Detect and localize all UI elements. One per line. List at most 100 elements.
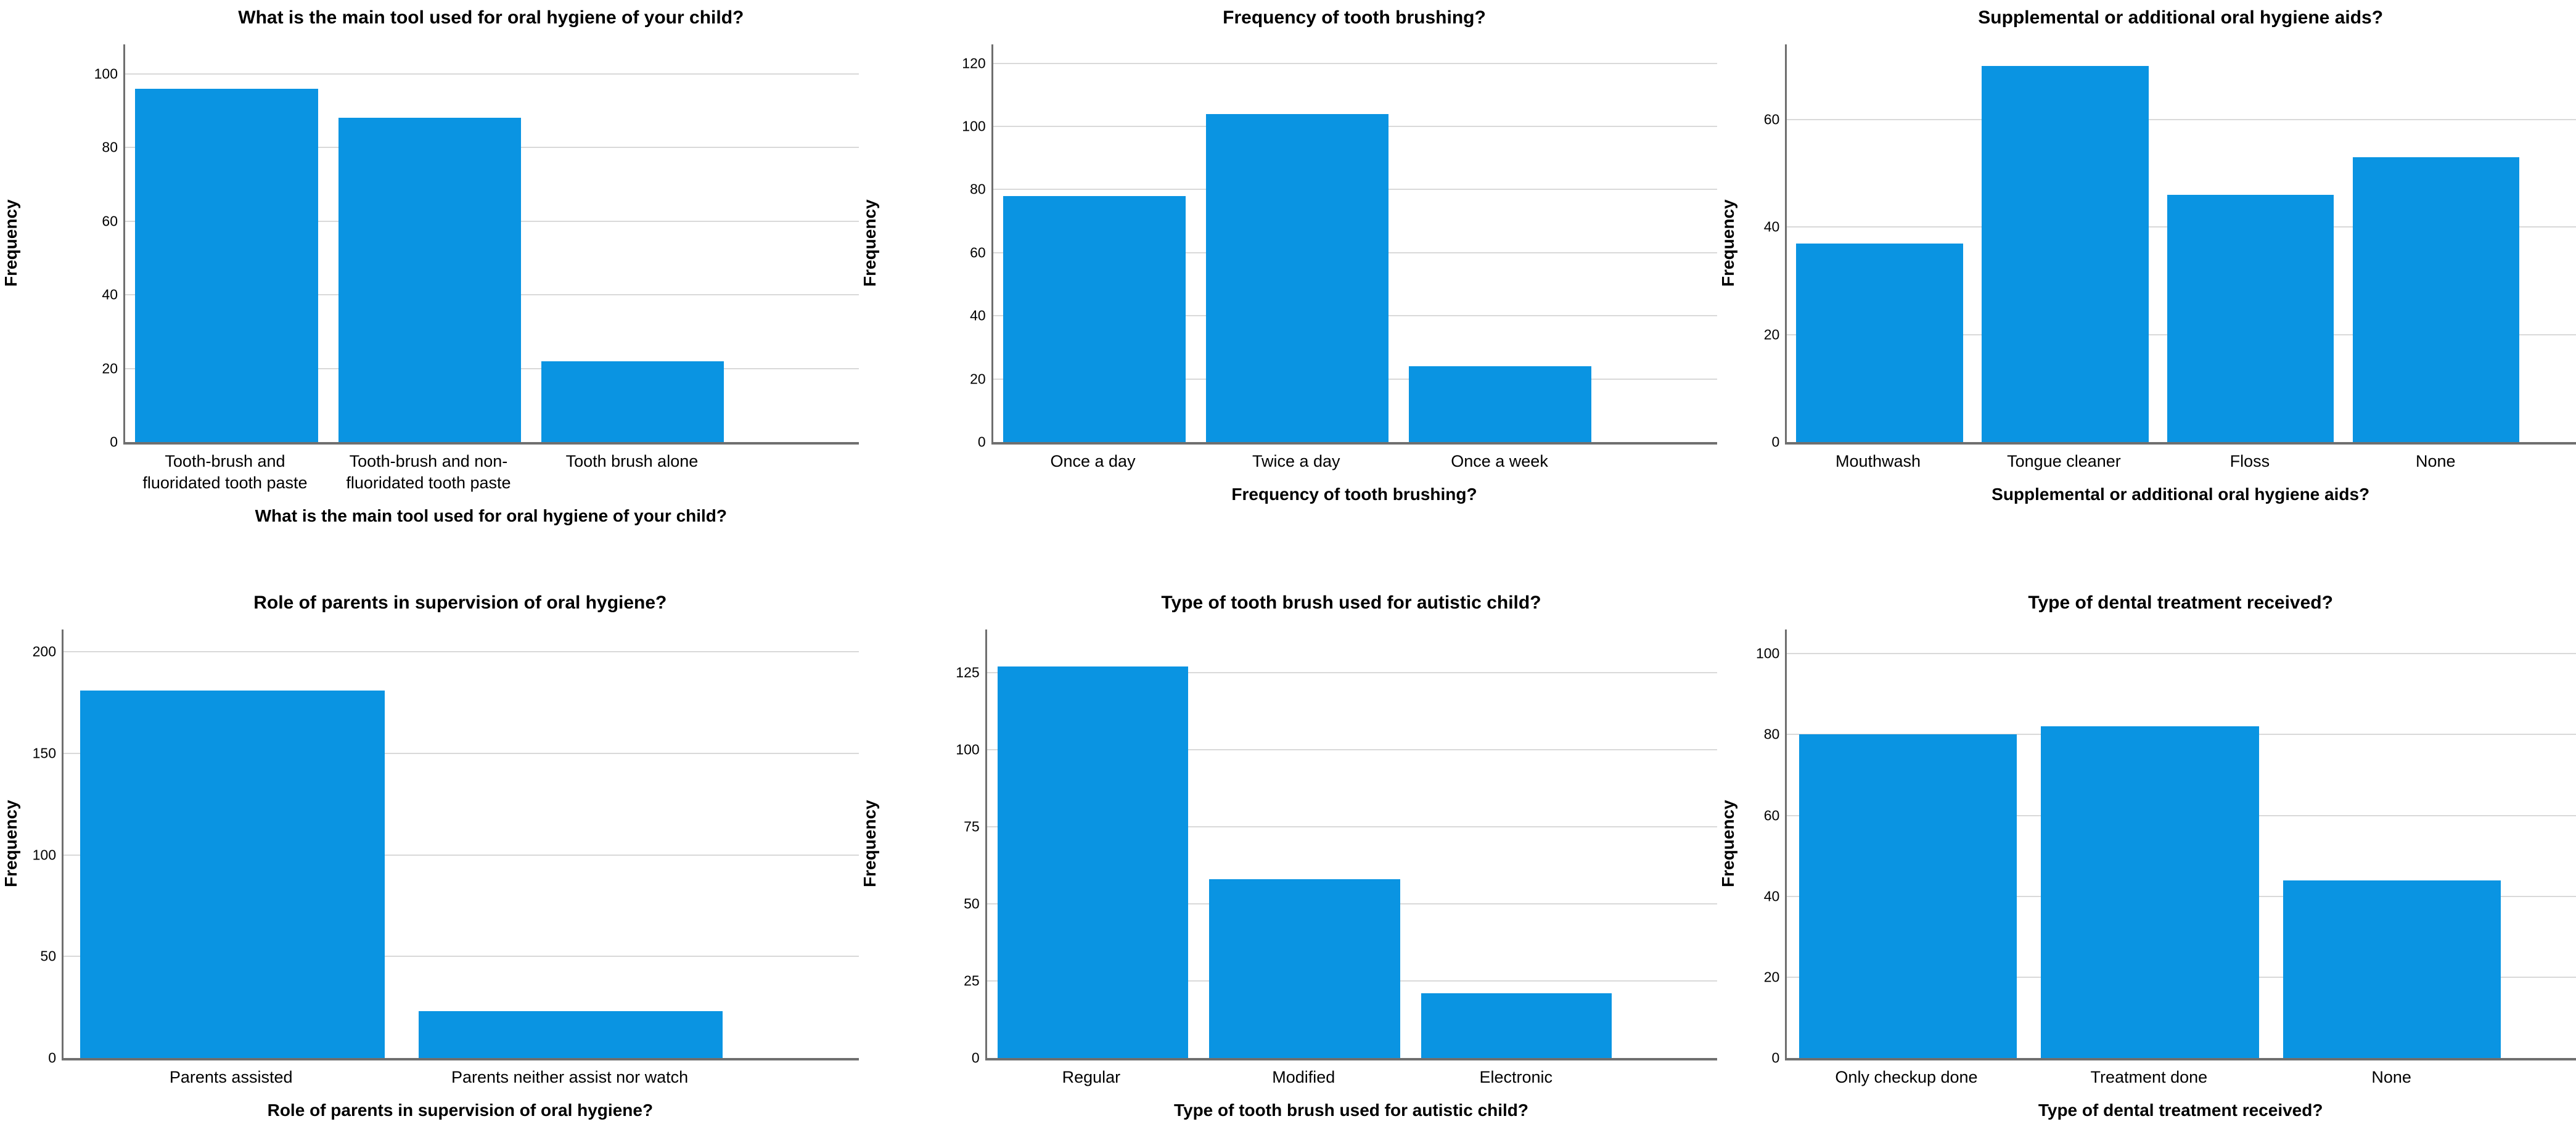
y-tick-label: 20: [1763, 969, 1780, 985]
x-tick-label: None: [2371, 1068, 2411, 1086]
bar-slot: [531, 44, 734, 442]
y-tick-label: 200: [32, 643, 56, 660]
bar-3: [541, 361, 724, 442]
y-axis-gutter: Frequency: [859, 629, 985, 1120]
chart-title: What is the main tool used for oral hygi…: [238, 7, 744, 28]
y-tick-label: 80: [970, 181, 986, 197]
y-tick-label: 0: [48, 1049, 56, 1066]
y-tick-label: 25: [964, 972, 980, 989]
x-tick-label: Only checkup done: [1835, 1068, 1978, 1086]
bar-1: [80, 690, 385, 1058]
x-tick-label: Tooth-brush and fluoridated tooth paste: [142, 452, 308, 493]
y-tick-label: 0: [977, 433, 986, 450]
x-tick-label: Parents neither assist nor watch: [451, 1068, 689, 1086]
y-tick-label: 75: [964, 818, 980, 835]
plot-column: 0 50 100 150 200 Parents assisted Parents neit…: [33, 629, 859, 1120]
bars-group: [64, 629, 739, 1058]
bar-slot: [1411, 629, 1623, 1058]
y-tick-label: 20: [102, 360, 118, 377]
x-axis-title: What is the main tool used for oral hygi…: [255, 506, 728, 526]
chart-area: Frequency 0 20 40 60 80 100 120 Once a day Twice …: [859, 44, 1718, 504]
y-tick-label: 80: [102, 139, 118, 155]
bars-group: [987, 629, 1623, 1058]
plot-area: 0 20 40 60 80 100: [1756, 629, 2576, 1066]
grid-line: [1787, 119, 2576, 121]
y-axis-label: Frequency: [1, 199, 20, 287]
chart-title: Supplemental or additional oral hygiene …: [1978, 7, 2384, 28]
plot-area: 0 20 40 60 80 100 120: [962, 44, 1718, 450]
bar-slot: [401, 629, 739, 1058]
y-axis-label: Frequency: [1, 800, 20, 888]
x-axis-title: Frequency of tooth brushing?: [1231, 485, 1477, 504]
bars-group: [125, 44, 734, 442]
bar-slot: [993, 44, 1196, 442]
bar-4: [2352, 157, 2520, 442]
chart-title: Frequency of tooth brushing?: [1223, 7, 1486, 28]
bar-2: [1982, 65, 2149, 442]
plot-area: 0 50 100 150 200: [33, 629, 859, 1066]
x-tick-label: Tongue cleaner: [2007, 452, 2121, 470]
x-tick-label: Regular: [1062, 1068, 1121, 1086]
grid-line: [125, 73, 859, 75]
bar-slot: [125, 44, 328, 442]
bar-2: [1206, 113, 1389, 442]
bar-slot: [1787, 629, 2028, 1058]
chart-title: Type of dental treatment received?: [2028, 593, 2333, 613]
y-tick-label: 60: [970, 244, 986, 261]
bar-3: [1408, 366, 1591, 442]
y-axis-gutter: Frequency: [859, 44, 991, 504]
bar-slot: [328, 44, 531, 442]
chart-area: Frequency 0 20 40 60 80 100 Only checkup done Tr…: [1717, 629, 2576, 1120]
y-tick-label: 50: [964, 895, 980, 912]
bar-slot: [1787, 44, 1972, 442]
x-tick-label: Modified: [1272, 1068, 1335, 1086]
plot-area: 0 20 40 60 80 100: [94, 44, 859, 450]
grid-line: [64, 651, 859, 653]
x-axis-title: Type of dental treatment received?: [2038, 1101, 2323, 1120]
chart-area: Frequency 0 20 40 60 80 100 Tooth-brush and flu…: [0, 44, 859, 526]
bar-3: [2283, 880, 2501, 1058]
bar-3: [1421, 993, 1612, 1058]
bar-1: [1799, 734, 2017, 1058]
y-tick-label: 0: [110, 433, 118, 450]
bar-2: [1209, 879, 1400, 1058]
bar-1: [135, 88, 318, 442]
x-tick-label: None: [2416, 452, 2456, 470]
y-axis-label: Frequency: [859, 199, 879, 287]
bars-group: [1787, 629, 2512, 1058]
bars-group: [1787, 44, 2529, 442]
chart-panel: Supplemental or additional oral hygiene …: [1717, 0, 2576, 570]
bars-group: [993, 44, 1602, 442]
bar-slot: [1199, 629, 1411, 1058]
x-tick-labels: Once a day Twice a day Once a week: [991, 451, 1601, 472]
grid-line: [1787, 653, 2576, 655]
x-tick-label: Parents assisted: [169, 1068, 293, 1086]
bar-3: [2167, 195, 2334, 442]
x-tick-labels: Parents assisted Parents neither assist n…: [62, 1067, 739, 1088]
bar-2: [338, 118, 521, 442]
x-tick-label: Treatment done: [2090, 1068, 2208, 1086]
bar-slot: [2158, 44, 2344, 442]
bar-2: [418, 1011, 723, 1058]
grid-line: [987, 826, 1718, 827]
y-axis-gutter: Frequency: [1717, 629, 1785, 1120]
x-tick-label: Twice a day: [1252, 452, 1340, 470]
x-tick-label: Mouthwash: [1836, 452, 1921, 470]
y-tick-label: 60: [102, 213, 118, 229]
bar-slot: [987, 629, 1199, 1058]
y-tick-label: 0: [971, 1049, 980, 1066]
chart-panel: Type of dental treatment received? Freque…: [1717, 570, 2576, 1140]
chart-area: Frequency 0 25 50 75 100 125 Regular Modified Ele…: [859, 629, 1718, 1120]
x-axis-title: Supplemental or additional oral hygiene …: [1991, 485, 2370, 504]
bar-slot: [64, 629, 401, 1058]
grid-line: [993, 62, 1718, 64]
bar-2: [2041, 726, 2259, 1058]
y-tick-label: 150: [32, 745, 56, 761]
x-tick-label: Electronic: [1479, 1068, 1553, 1086]
chart-area: Frequency 0 20 40 60 Mouthwash Tongue cleaner F…: [1717, 44, 2576, 504]
y-axis-label: Frequency: [859, 800, 879, 888]
y-tick-label: 40: [1763, 888, 1780, 904]
y-tick-label: 40: [970, 307, 986, 324]
y-tick-label: 40: [1763, 218, 1780, 235]
